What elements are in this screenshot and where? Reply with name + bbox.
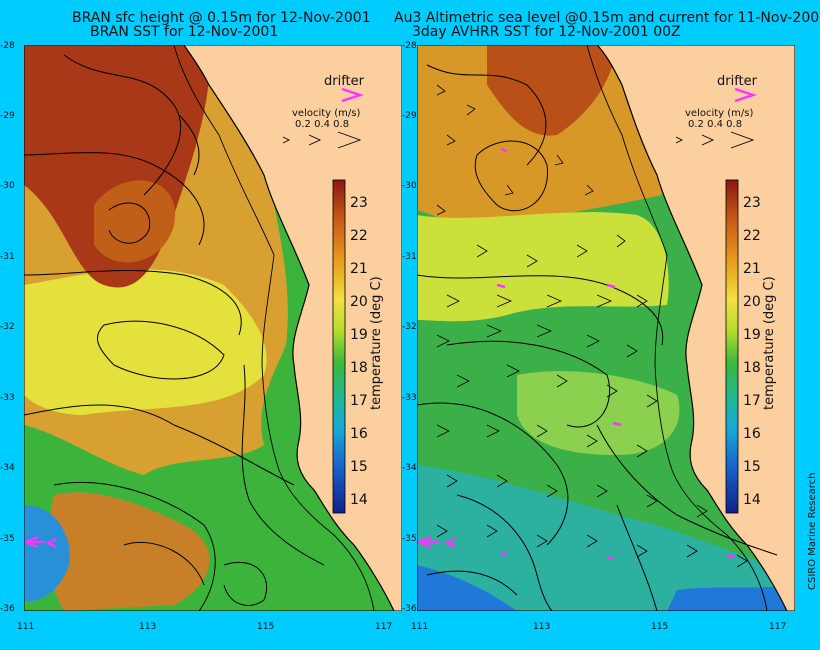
right-yellow-band [417,212,669,322]
left-coastline [183,45,395,611]
left-cb-tick: 14 [350,492,368,508]
left-velocity-values: 0.2 0.4 0.8 [295,119,349,130]
left-blue-patch [24,505,70,602]
y-tick-right: -28 [402,41,417,51]
y-tick-right: -34 [402,463,417,473]
left-map-panel: 23 22 21 20 19 18 17 16 15 14 temperatur… [24,45,402,611]
y-tick-right: -30 [402,181,417,191]
left-drifter-marker [24,535,57,549]
y-tick-left: -34 [0,463,15,473]
right-drifter-legend-symbol [734,87,757,103]
left-cb-tick: 18 [350,360,368,376]
left-cb-tick: 15 [350,459,368,475]
right-coastline [596,45,788,611]
right-drifter-label: drifter [717,74,758,89]
y-tick-left: -32 [0,322,15,332]
right-velocity-label: velocity (m/s) [685,108,753,119]
right-cb-tick: 17 [743,393,761,409]
right-cb-tick: 23 [743,195,761,211]
right-cb-tick: 16 [743,426,761,442]
left-cb-tick: 16 [350,426,368,442]
right-cb-tick: 14 [743,492,761,508]
left-cb-tick: 21 [350,261,368,277]
y-tick-left: -30 [0,181,15,191]
left-cb-tick: 17 [350,393,368,409]
y-tick-right: -33 [402,393,417,403]
y-tick-left: -29 [0,111,15,121]
credit-label: CSIRO Marine Research [807,472,818,590]
x-tick-left: 115 [257,622,275,632]
y-tick-right: -29 [402,111,417,121]
left-title-line2: BRAN SST for 12-Nov-2001 [90,24,279,40]
right-cb-tick: 18 [743,360,761,376]
left-south-warm [47,492,210,611]
right-colorbar [725,179,739,514]
y-tick-left: -36 [0,604,15,614]
right-shelf-contour [586,45,768,611]
x-tick-left: 117 [375,622,393,632]
left-eddy [94,180,176,263]
left-velocity-arrows [282,131,362,149]
x-tick-right: 117 [769,622,787,632]
right-velocity-arrows [675,131,755,149]
x-tick-left: 113 [139,622,157,632]
right-sst-contours [417,64,778,611]
y-tick-left: -28 [0,41,15,51]
left-land [184,45,402,611]
right-blue-south [417,565,795,611]
left-colorbar-ticks: 23 22 21 20 19 18 17 16 15 14 [350,195,368,508]
left-cb-tick: 19 [350,327,368,343]
right-colorbar-ticks: 23 22 21 20 19 18 17 16 15 14 [743,195,761,508]
right-velocity-values: 0.2 0.4 0.8 [688,119,742,130]
left-drifter-legend-symbol [341,87,364,103]
right-colorbar-label: temperature (deg C) [762,276,777,410]
right-cb-tick: 20 [743,294,761,310]
x-tick-right: 115 [651,622,669,632]
left-cb-tick: 22 [350,228,368,244]
right-hot-north [487,45,617,136]
x-tick-right: 111 [411,622,429,632]
right-title-line1: Au3 Altimetric sea level @0.15m and curr… [394,10,820,26]
left-drifter-label: drifter [324,74,365,89]
left-cb-tick: 20 [350,294,368,310]
y-tick-right: -32 [402,322,417,332]
right-cb-tick: 22 [743,228,761,244]
right-map-panel: 23 22 21 20 19 18 17 16 15 14 temperatur… [417,45,795,611]
left-shelf-contour [173,45,375,611]
y-tick-right: -31 [402,252,417,262]
right-light-patch [517,371,680,455]
right-land [597,45,795,611]
y-tick-right: -35 [402,534,417,544]
y-tick-left: -35 [0,534,15,544]
left-sst-contours [24,54,325,611]
right-cb-tick: 15 [743,459,761,475]
left-colorbar [332,179,346,514]
left-colorbar-label: temperature (deg C) [369,276,384,410]
right-cb-tick: 21 [743,261,761,277]
x-tick-left: 111 [17,622,35,632]
y-tick-left: -33 [0,393,15,403]
left-yellow-band [24,269,267,415]
right-drifter-markers [417,147,736,561]
y-tick-left: -31 [0,252,15,262]
right-current-vectors [436,84,748,568]
right-teal-south [417,465,795,611]
left-cb-tick: 23 [350,195,368,211]
right-cb-tick: 19 [743,327,761,343]
left-velocity-label: velocity (m/s) [292,108,360,119]
right-title-line2: 3day AVHRR SST for 12-Nov-2001 00Z [412,24,681,40]
left-title-line1: BRAN sfc height @ 0.15m for 12-Nov-2001 [72,10,371,26]
y-tick-right: -36 [402,604,417,614]
x-tick-right: 113 [533,622,551,632]
